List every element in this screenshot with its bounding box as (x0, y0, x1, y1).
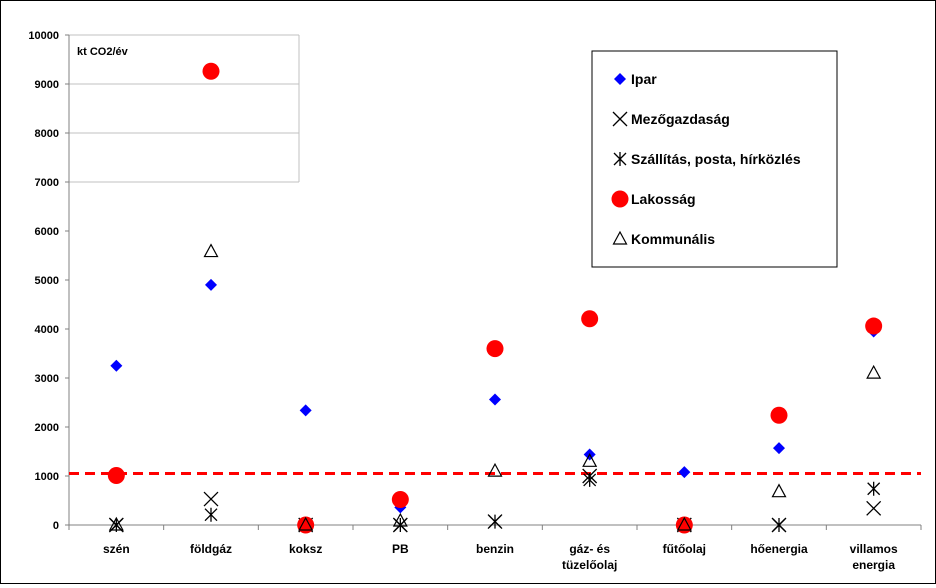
data-point (866, 364, 882, 379)
x-tick-label: fűtőolaj (663, 542, 706, 556)
x-tick-label: hőenergia (750, 542, 808, 556)
data-point (771, 483, 787, 498)
legend-marker (612, 111, 628, 127)
legend-box (591, 50, 838, 268)
y-tick-label: 0 (53, 520, 59, 532)
data-point (110, 359, 123, 372)
legend-marker (611, 190, 629, 208)
data-point (867, 481, 881, 496)
data-point (204, 507, 218, 522)
y-tick-label: 7000 (35, 177, 59, 189)
data-point (581, 310, 599, 328)
legend: Ipar Mezőgazdaság Szállítás, posta, hírköz… (591, 50, 838, 268)
data-markers (107, 62, 883, 534)
x-tick-label: PB (392, 542, 409, 556)
data-point (678, 466, 691, 479)
data-point (298, 516, 314, 531)
data-point (489, 393, 501, 406)
legend-label: Kommunális (631, 231, 715, 247)
y-tick-label: 9000 (35, 79, 59, 91)
legend-marker (612, 230, 628, 245)
data-point (676, 516, 692, 531)
y-tick-label: 6000 (35, 226, 59, 238)
data-point (392, 512, 408, 527)
y-tick-label: 10000 (28, 30, 59, 42)
x-tick-label: benzin (476, 542, 514, 556)
data-point (203, 243, 219, 258)
data-point (299, 404, 312, 417)
data-point (865, 317, 883, 335)
legend-label: Lakosság (631, 191, 696, 207)
data-point (205, 278, 217, 291)
legend-label: Szállítás, posta, hírközlés (631, 151, 801, 167)
legend-label: Mezőgazdaság (631, 111, 730, 127)
data-point (770, 406, 788, 424)
grid-lines (69, 34, 300, 183)
data-point (202, 62, 220, 80)
data-point (107, 467, 125, 485)
legend-items: Ipar Mezőgazdaság Szállítás, posta, hírköz… (611, 71, 801, 247)
y-unit-label: kt CO2/év (77, 46, 129, 58)
y-tick-label: 5000 (35, 275, 59, 287)
y-tick-label: 3000 (35, 373, 59, 385)
data-point (582, 453, 598, 467)
x-tick-label: szén (103, 542, 130, 556)
data-point (675, 516, 693, 534)
x-tick-label: földgáz (190, 542, 232, 556)
data-point (203, 491, 219, 507)
data-point (108, 516, 124, 531)
legend-marker (613, 152, 627, 166)
y-tick-label: 2000 (35, 422, 59, 434)
data-point (583, 472, 597, 487)
data-point (488, 514, 502, 529)
x-tick-label: koksz (289, 542, 322, 556)
y-tick-label: 8000 (35, 128, 59, 140)
data-point (866, 500, 882, 516)
legend-marker (614, 73, 626, 85)
y-axis-ticks: 0 1000 2000 3000 4000 5000 6000 7000 8000 9000 100… (28, 30, 69, 532)
legend-label: Ipar (631, 71, 657, 87)
data-point (772, 518, 786, 532)
x-tick-label: gáz- és tüzelőolaj (562, 542, 617, 572)
data-point (773, 442, 785, 455)
x-axis-ticks: szén földgáz koksz PB benzin gáz- és tüzelőola… (68, 525, 922, 572)
data-point (486, 340, 504, 358)
x-tick-label: villamos energia (850, 542, 898, 572)
y-tick-label: 4000 (35, 324, 59, 336)
y-tick-label: 1000 (35, 471, 59, 483)
data-point (487, 462, 503, 477)
data-point (297, 516, 315, 534)
data-point (391, 491, 409, 509)
